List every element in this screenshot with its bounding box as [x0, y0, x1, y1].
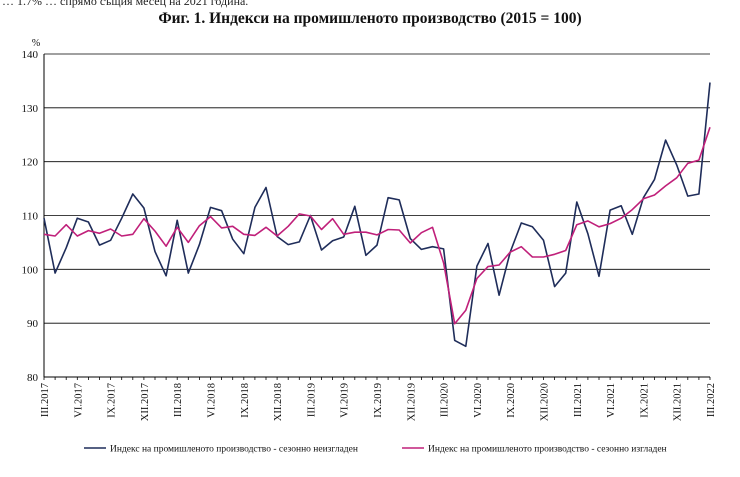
- legend-label-not-adjusted: Индекс на промишленото производство - се…: [110, 445, 358, 455]
- x-tick-label-VI.2019: VI.2019: [340, 383, 351, 418]
- x-tick-label-III.2018: III.2018: [173, 383, 184, 417]
- x-tick-label-III.2019: III.2019: [306, 383, 317, 417]
- chart-title: Фиг. 1. Индекси на промишленото производ…: [158, 10, 582, 27]
- x-tick-label-XII.2018: XII.2018: [273, 383, 284, 421]
- preceding-text-fragment: … 1.7% … спрямо същия месец на 2021 годи…: [2, 0, 249, 8]
- x-tick-label-III.2022: III.2022: [706, 383, 717, 417]
- x-tick-label-IX.2020: IX.2020: [506, 383, 517, 418]
- y-tick-label-80: 80: [27, 372, 39, 384]
- y-tick-label-120: 120: [22, 157, 39, 169]
- x-tick-label-IX.2017: IX.2017: [107, 383, 118, 418]
- x-tick-label-VI.2018: VI.2018: [207, 383, 218, 418]
- y-tick-label-100: 100: [22, 264, 39, 276]
- x-tick-label-IX.2018: IX.2018: [240, 383, 251, 418]
- x-tick-label-IX.2021: IX.2021: [639, 383, 650, 418]
- x-tick-label-XII.2021: XII.2021: [673, 383, 684, 421]
- y-tick-label-140: 140: [22, 49, 39, 61]
- legend-label-adjusted: Индекс на промишленото производство - се…: [428, 445, 667, 455]
- x-tick-label-IX.2019: IX.2019: [373, 383, 384, 418]
- y-tick-label-110: 110: [22, 211, 39, 223]
- x-tick-label-VI.2020: VI.2020: [473, 383, 484, 418]
- x-tick-label-VI.2021: VI.2021: [606, 383, 617, 418]
- series-line-not-seasonally-adjusted: [43, 82, 711, 348]
- x-tick-label-XII.2019: XII.2019: [406, 383, 417, 421]
- x-tick-label-III.2017: III.2017: [40, 383, 51, 417]
- y-tick-label-90: 90: [27, 318, 39, 330]
- y-axis-unit-label: %: [32, 38, 40, 49]
- x-tick-label-XII.2020: XII.2020: [540, 383, 551, 421]
- x-tick-label-III.2020: III.2020: [440, 383, 451, 417]
- y-tick-label-130: 130: [22, 103, 39, 115]
- x-tick-label-III.2021: III.2021: [573, 383, 584, 417]
- series-line-seasonally-adjusted: [43, 126, 711, 325]
- x-tick-label-VI.2017: VI.2017: [73, 383, 84, 418]
- x-tick-label-XII.2017: XII.2017: [140, 383, 151, 421]
